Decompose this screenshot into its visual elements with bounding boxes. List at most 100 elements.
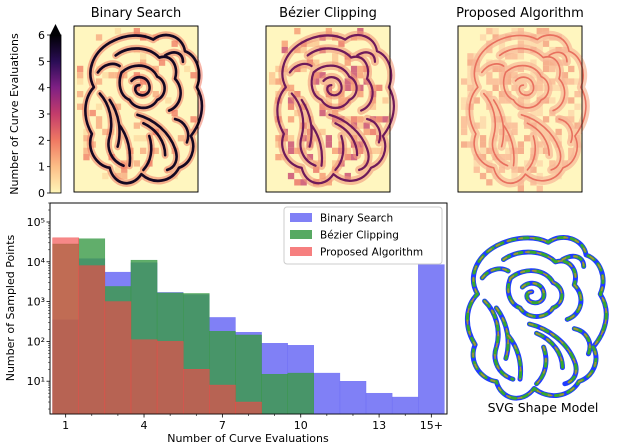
heatmap-cell <box>344 147 351 154</box>
x-tick-label: 10 <box>294 419 308 432</box>
colorbar-tick-label: 0 <box>38 187 45 200</box>
heatmap-cell <box>574 91 581 98</box>
heatmap-cell <box>511 53 518 60</box>
heatmap-cell <box>77 78 84 85</box>
heatmap-cell <box>479 116 487 123</box>
heatmap-title-1: Binary Search <box>91 6 182 21</box>
heatmap-cell <box>83 135 90 142</box>
x-tick-label: 13 <box>372 419 386 432</box>
colorbar: 0 1 2 3 4 5 6 Number of Curve Evaluations <box>8 24 62 200</box>
heatmap-cell <box>555 84 562 91</box>
heatmap-cell <box>536 141 543 148</box>
colorbar-ticks: 0 1 2 3 4 5 6 <box>38 29 50 200</box>
heatmap-cell <box>287 116 295 123</box>
heatmap-cell <box>369 147 377 154</box>
heatmap-cell <box>530 59 537 66</box>
heatmap-cell <box>338 97 345 104</box>
heatmap-cell <box>83 128 90 136</box>
heatmap-cell <box>568 109 575 117</box>
legend-swatch-3 <box>290 247 312 256</box>
heatmap-cell <box>165 97 172 104</box>
heatmap-cell <box>369 103 377 110</box>
y-tick-label: 10⁵ <box>27 216 45 229</box>
legend-label-2: Bézier Clipping <box>320 230 399 242</box>
heatmap-cell <box>461 116 468 123</box>
heatmap-cell <box>511 172 518 180</box>
heatmap-cell <box>121 166 128 173</box>
heatmap-cell <box>530 166 537 173</box>
heatmap-cell <box>517 40 524 47</box>
heatmap-cell <box>498 154 506 161</box>
heatmap-cell <box>338 40 345 47</box>
legend-swatch-2 <box>290 230 312 239</box>
heatmap-cell <box>530 72 537 79</box>
heatmap-cell <box>517 185 524 192</box>
heatmap-cell <box>357 116 364 123</box>
heatmap-cell <box>357 72 364 79</box>
heatmap-cell <box>461 103 468 110</box>
heatmap-cell <box>344 84 351 91</box>
heatmap-cell <box>152 147 159 154</box>
heatmap-cell <box>517 147 524 154</box>
heatmap-cell <box>77 72 84 79</box>
heatmap-cell <box>363 128 370 136</box>
heatmap-cell <box>275 135 282 142</box>
heatmap-cell <box>102 128 109 136</box>
heatmap-cell <box>479 147 487 154</box>
heatmap-cell <box>332 160 339 167</box>
heatmap-cell <box>350 65 358 73</box>
heatmap-cell <box>536 185 543 192</box>
heatmap-cell <box>344 172 351 180</box>
bar-proposed-algorithm <box>104 301 132 415</box>
heatmap-cell <box>498 91 506 98</box>
bar-proposed-algorithm <box>209 384 236 415</box>
heatmap-cell <box>473 97 480 104</box>
heatmap-cell <box>536 40 543 47</box>
heatmap-cell <box>325 97 332 104</box>
heatmap-cell <box>568 97 575 104</box>
svg-shape-model: SVG Shape Model <box>467 237 606 415</box>
heatmap-cell <box>467 65 474 73</box>
heatmap-cell <box>357 91 364 98</box>
heatmap-cell <box>281 46 288 54</box>
heatmap-cell <box>461 141 468 148</box>
bar-binary-search <box>391 396 419 415</box>
y-tick-label: 10³ <box>27 296 45 309</box>
bar-binary-search <box>339 381 367 415</box>
heatmap-title-2: Bézier Clipping <box>279 6 377 21</box>
heatmap-cell <box>511 28 518 35</box>
bar-bezier-clipping <box>287 372 314 415</box>
heatmap-cell <box>108 72 115 79</box>
heatmap-cell <box>568 65 575 73</box>
heatmap-cell <box>184 65 191 73</box>
heatmap-cell <box>319 109 326 117</box>
y-axis-ticks: 10¹ 10² 10³ 10⁴ 10⁵ <box>27 202 50 410</box>
heatmap-cell <box>536 78 543 85</box>
heatmap-cell <box>542 65 550 73</box>
heatmap-cell <box>95 103 103 110</box>
bar-bezier-clipping <box>261 373 288 415</box>
heatmap-cell <box>536 84 543 91</box>
colorbar-tick-label: 3 <box>38 108 45 121</box>
heatmap-cell <box>382 116 389 123</box>
heatmap-cell <box>269 72 276 79</box>
heatmap-cell <box>549 78 556 85</box>
heatmap-cell <box>530 109 537 117</box>
heatmap-cell <box>95 78 103 85</box>
heatmap-cell <box>486 72 493 79</box>
y-tick-label: 10² <box>27 335 45 348</box>
heatmap-cell <box>190 116 197 123</box>
bar-binary-search <box>365 392 393 415</box>
heatmap-cell <box>549 65 556 73</box>
heatmap-cell <box>467 84 474 91</box>
heatmap-cell <box>313 59 320 66</box>
heatmap-cell <box>479 34 487 41</box>
heatmap-cell <box>524 135 531 142</box>
heatmap-cell <box>140 53 147 60</box>
x-tick-label: 1 <box>62 419 69 432</box>
legend-label-3: Proposed Algorithm <box>320 247 423 259</box>
heatmap-cell <box>517 166 524 173</box>
bar-proposed-algorithm <box>52 237 79 415</box>
heatmap-cell <box>133 160 140 167</box>
heatmap-cell <box>568 78 575 85</box>
